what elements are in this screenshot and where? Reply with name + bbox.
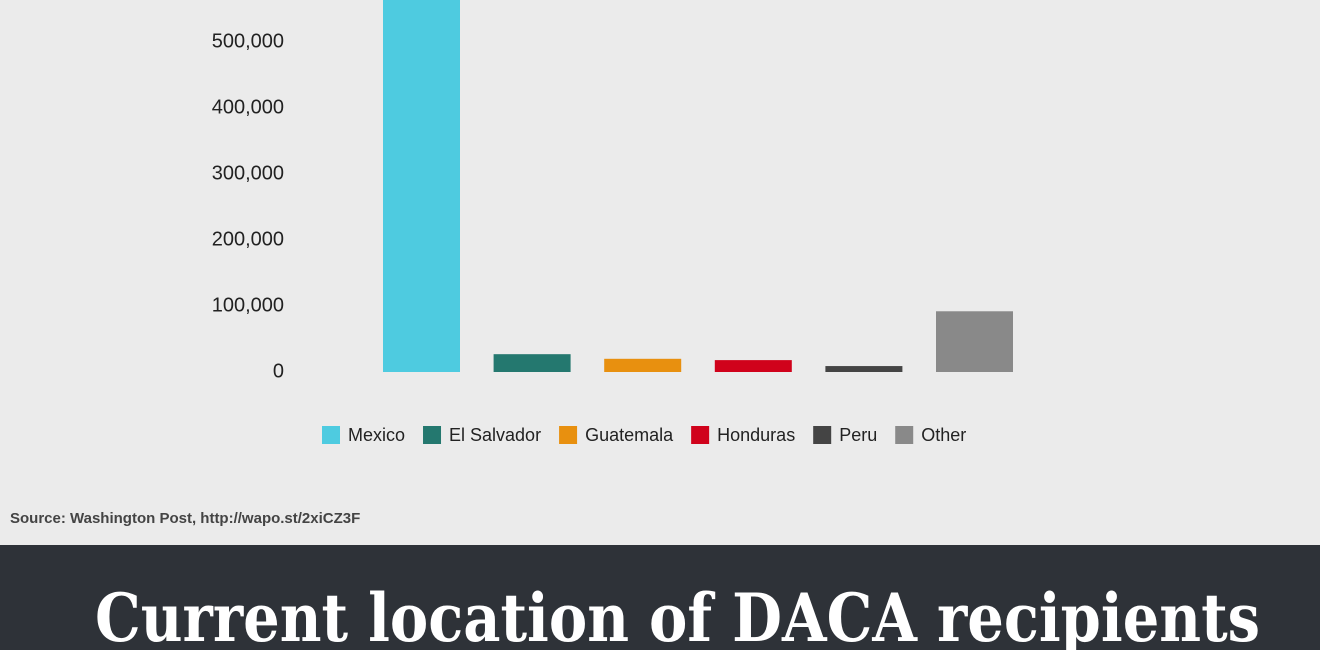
legend-label: Guatemala <box>585 425 674 445</box>
legend-label: Mexico <box>348 425 405 445</box>
background <box>0 0 1320 545</box>
legend-label: Other <box>921 425 966 445</box>
bar <box>604 358 682 372</box>
legend-swatch <box>423 426 442 444</box>
y-tick-label: 500,000 <box>212 30 284 52</box>
bar <box>383 0 460 373</box>
source: Source: Washington Post, http://wapo.st/… <box>10 510 360 527</box>
legend-label: Honduras <box>717 425 795 445</box>
bar <box>936 311 1013 372</box>
y-tick-label: 100,000 <box>212 294 284 316</box>
y-tick-label: 400,000 <box>212 96 284 118</box>
legend-label: Peru <box>839 425 877 445</box>
legend-swatch <box>559 426 578 444</box>
y-tick-label: 0 <box>273 360 284 382</box>
chart-title: Current location of DACA recipients <box>95 579 1260 650</box>
y-tick-label: 200,000 <box>212 228 284 250</box>
bar <box>714 360 792 372</box>
legend-swatch <box>691 426 710 444</box>
legend-label: El Salvador <box>449 425 541 445</box>
bar <box>493 354 571 372</box>
legend-swatch <box>813 426 832 444</box>
legend-swatch <box>322 426 340 444</box>
title-band <box>0 545 1320 650</box>
bar <box>825 366 903 372</box>
y-tick-label: 300,000 <box>212 162 284 184</box>
legend-swatch <box>895 426 914 444</box>
